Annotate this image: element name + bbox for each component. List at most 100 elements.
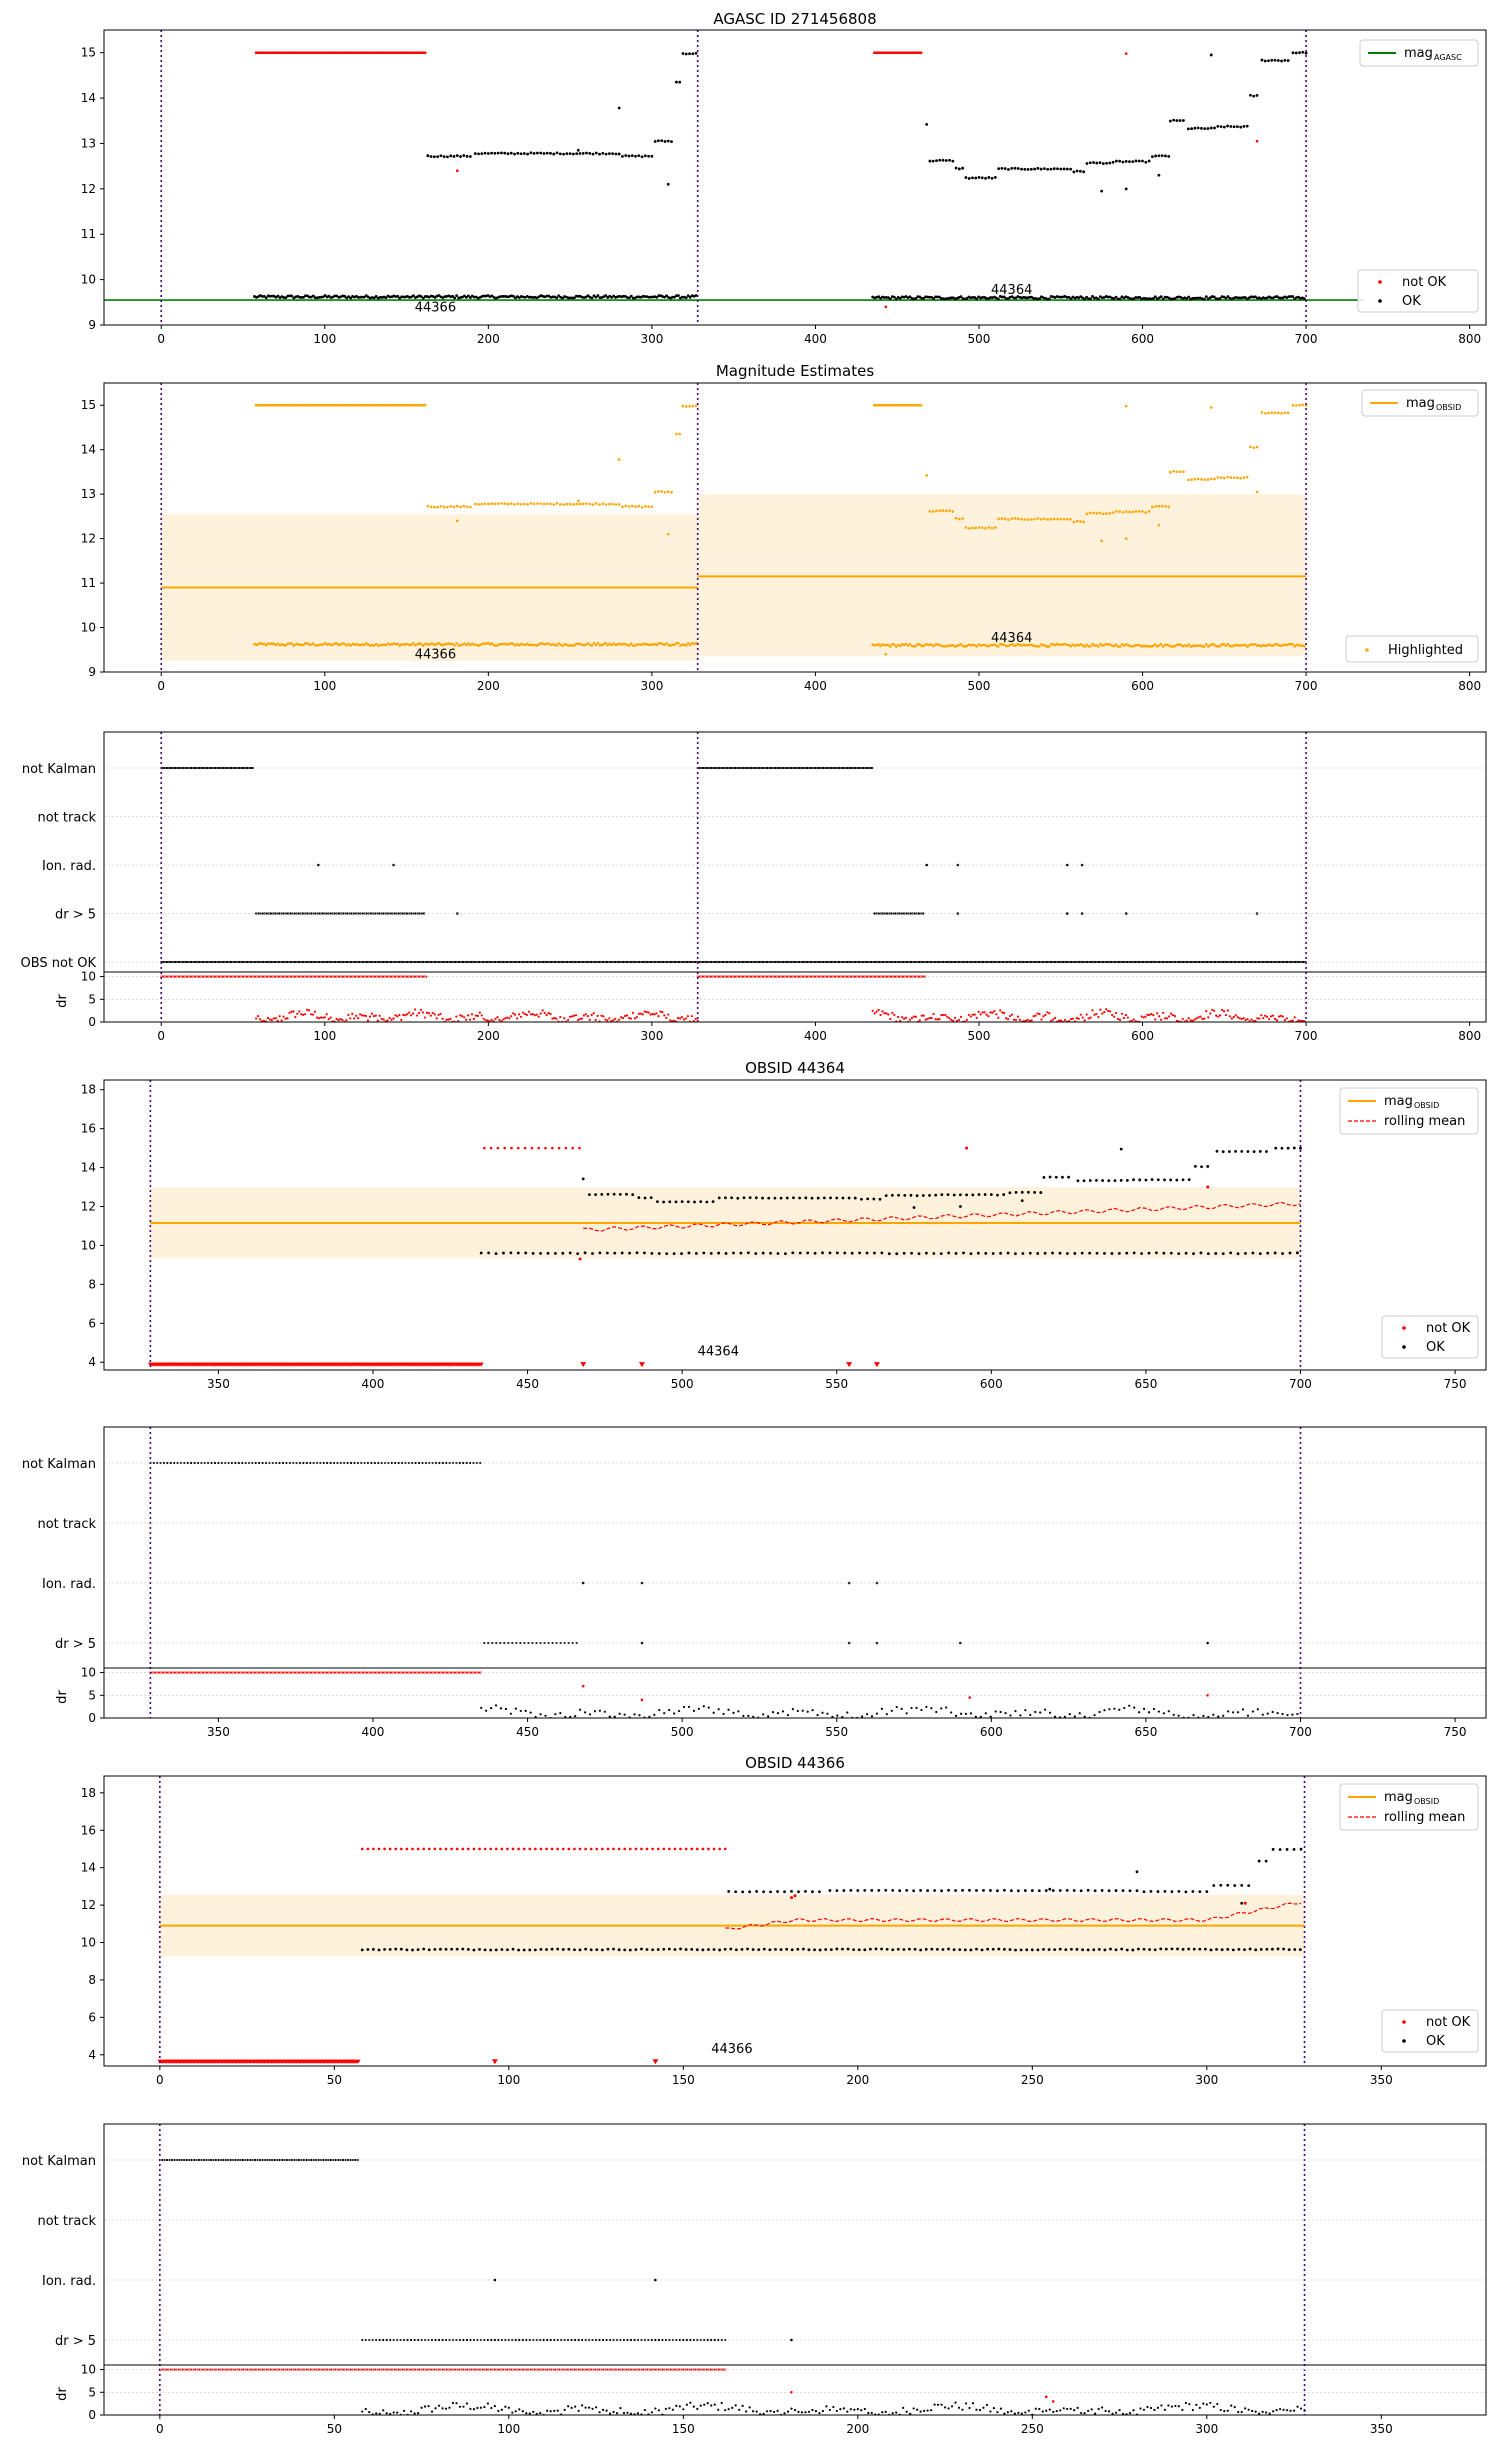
plot-panel: 350 400 450 500 550 600 650 700 7504681012141618… — [81, 1079, 1487, 1391]
flag-point — [826, 766, 829, 770]
flag-point — [286, 960, 289, 964]
highlighted-point — [631, 644, 635, 647]
x-tick-label: 350 — [207, 1725, 230, 1739]
highlighted-point — [483, 502, 487, 505]
flag-point — [858, 766, 861, 770]
dr-point — [890, 1709, 893, 1712]
highlighted-point — [1095, 644, 1098, 647]
highlighted-point — [433, 643, 437, 647]
flag-point — [969, 960, 972, 964]
dr-point — [470, 1671, 473, 1674]
dr-point — [1234, 1014, 1237, 1017]
ok-point — [323, 294, 327, 297]
ok-point — [1014, 1191, 1018, 1194]
highlighted-point — [1101, 512, 1105, 516]
highlighted-point — [659, 641, 663, 645]
flag-point — [264, 1461, 268, 1465]
ok-point — [439, 1947, 442, 1951]
ok-point — [880, 1251, 884, 1255]
highlighted-point — [573, 644, 576, 647]
highlighted-point — [280, 642, 284, 646]
highlighted-point — [977, 526, 981, 529]
dr-point — [750, 975, 753, 978]
ok-point — [717, 1196, 721, 1200]
dr-point — [233, 975, 236, 978]
highlighted-point — [1249, 445, 1252, 449]
flag-point — [365, 912, 368, 915]
dr-point — [1152, 1014, 1155, 1017]
flag-point — [906, 960, 909, 964]
dr-point — [1044, 1013, 1047, 1017]
ok-point — [1150, 155, 1154, 159]
ok-point — [1023, 167, 1027, 171]
highlighted-point — [455, 519, 459, 523]
highlighted-point — [885, 403, 889, 407]
dr-point — [525, 1013, 529, 1016]
ok-point — [1137, 159, 1141, 163]
ok-point — [1253, 295, 1257, 299]
dr-point — [217, 975, 220, 978]
dr-point — [308, 975, 312, 978]
highlighted-point — [315, 403, 319, 407]
highlighted-point — [1026, 518, 1030, 521]
legend-ok-label: OK — [1426, 1340, 1445, 1355]
dr-point — [870, 1715, 874, 1718]
highlighted-point — [1173, 644, 1177, 648]
dr-point — [245, 975, 248, 978]
ok-point — [1206, 1165, 1210, 1168]
ok-point — [1003, 167, 1007, 170]
dr-point — [402, 975, 405, 978]
ok-point — [952, 1193, 956, 1197]
dr-point — [770, 975, 773, 978]
dr-point — [1157, 1710, 1160, 1713]
ok-point — [796, 1947, 800, 1951]
ok-point — [1265, 1947, 1269, 1951]
ok-point — [1033, 167, 1037, 171]
flag-point — [273, 960, 276, 964]
not-ok-point — [894, 51, 898, 54]
highlighted-point — [1138, 643, 1141, 647]
highlighted-point — [883, 403, 887, 407]
not-ok-point — [279, 51, 283, 54]
dr-point — [1203, 1017, 1206, 1020]
ok-point — [1062, 167, 1066, 171]
ok-point — [398, 296, 402, 300]
dr-point — [564, 1715, 567, 1718]
highlighted-point — [1223, 476, 1226, 480]
ok-point — [516, 1251, 520, 1255]
ok-point — [1215, 1948, 1218, 1951]
flag-point — [257, 912, 260, 915]
highlighted-point — [1216, 476, 1220, 479]
ok-point — [500, 151, 503, 155]
flag-point — [946, 960, 949, 964]
dr-point — [1256, 1708, 1259, 1711]
ok-point — [852, 1948, 856, 1952]
dr-point — [1044, 1708, 1047, 1711]
highlighted-point — [256, 403, 260, 407]
ok-point — [935, 1947, 939, 1951]
flag-point — [698, 960, 701, 964]
dr-point — [830, 975, 833, 978]
highlighted-point — [1083, 645, 1086, 648]
ok-point — [1088, 161, 1092, 165]
flag-point — [757, 960, 760, 964]
ok-point — [971, 1193, 975, 1197]
not-ok-point — [901, 51, 905, 54]
ok-point — [1030, 1948, 1034, 1952]
highlighted-point — [653, 490, 657, 494]
highlighted-point — [889, 403, 892, 407]
flag-point — [410, 960, 413, 964]
flag-point — [757, 766, 760, 770]
dr-point — [1048, 1711, 1052, 1714]
not-ok-point — [489, 1847, 492, 1851]
dr-point — [1138, 1711, 1141, 1714]
ok-point — [948, 158, 951, 162]
highlighted-point — [653, 642, 657, 646]
ok-point — [919, 1889, 923, 1892]
legend-mag-label: mag — [1384, 1094, 1413, 1109]
highlighted-point — [1263, 412, 1267, 415]
highlighted-point — [1077, 644, 1081, 647]
ok-point — [1249, 93, 1252, 97]
flag-point — [836, 766, 840, 770]
flag-point — [782, 960, 785, 964]
